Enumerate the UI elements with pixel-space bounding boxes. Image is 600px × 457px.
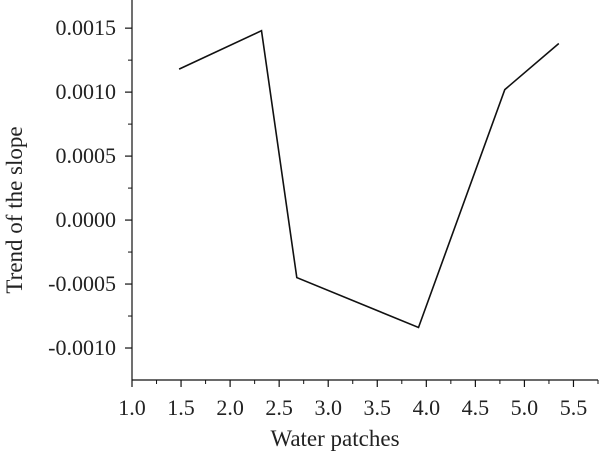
y-tick-label: 0.0010 [56, 79, 117, 104]
x-axis-label: Water patches [270, 426, 399, 451]
x-tick-label: 1.5 [167, 395, 195, 420]
tick-labels: 1.0 1.5 2.0 2.5 3.0 3.5 4.0 4.5 5.0 5.5 0.0015 0.00… [48, 15, 587, 420]
x-tick-label: 2.5 [265, 395, 293, 420]
series-layer [178, 29, 560, 329]
x-tick-label: 5.0 [511, 395, 539, 420]
x-tick-label: 2.0 [216, 395, 244, 420]
x-tick-label: 4.0 [413, 395, 441, 420]
x-tick-label: 5.5 [560, 395, 588, 420]
axes [131, 0, 598, 381]
series-line [178, 29, 560, 329]
y-axis-label: Trend of the slope [2, 126, 27, 293]
y-tick-label: -0.0005 [48, 271, 116, 296]
y-tick-label: 0.0000 [56, 207, 117, 232]
y-tick-label: 0.0005 [56, 143, 117, 168]
x-tick-label: 3.0 [314, 395, 342, 420]
x-tick-label: 4.5 [462, 395, 490, 420]
x-tick-label: 3.5 [364, 395, 392, 420]
ticks [125, 27, 599, 387]
y-tick-label: 0.0015 [56, 15, 117, 40]
y-tick-label: -0.0010 [48, 335, 116, 360]
x-tick-label: 1.0 [118, 395, 146, 420]
